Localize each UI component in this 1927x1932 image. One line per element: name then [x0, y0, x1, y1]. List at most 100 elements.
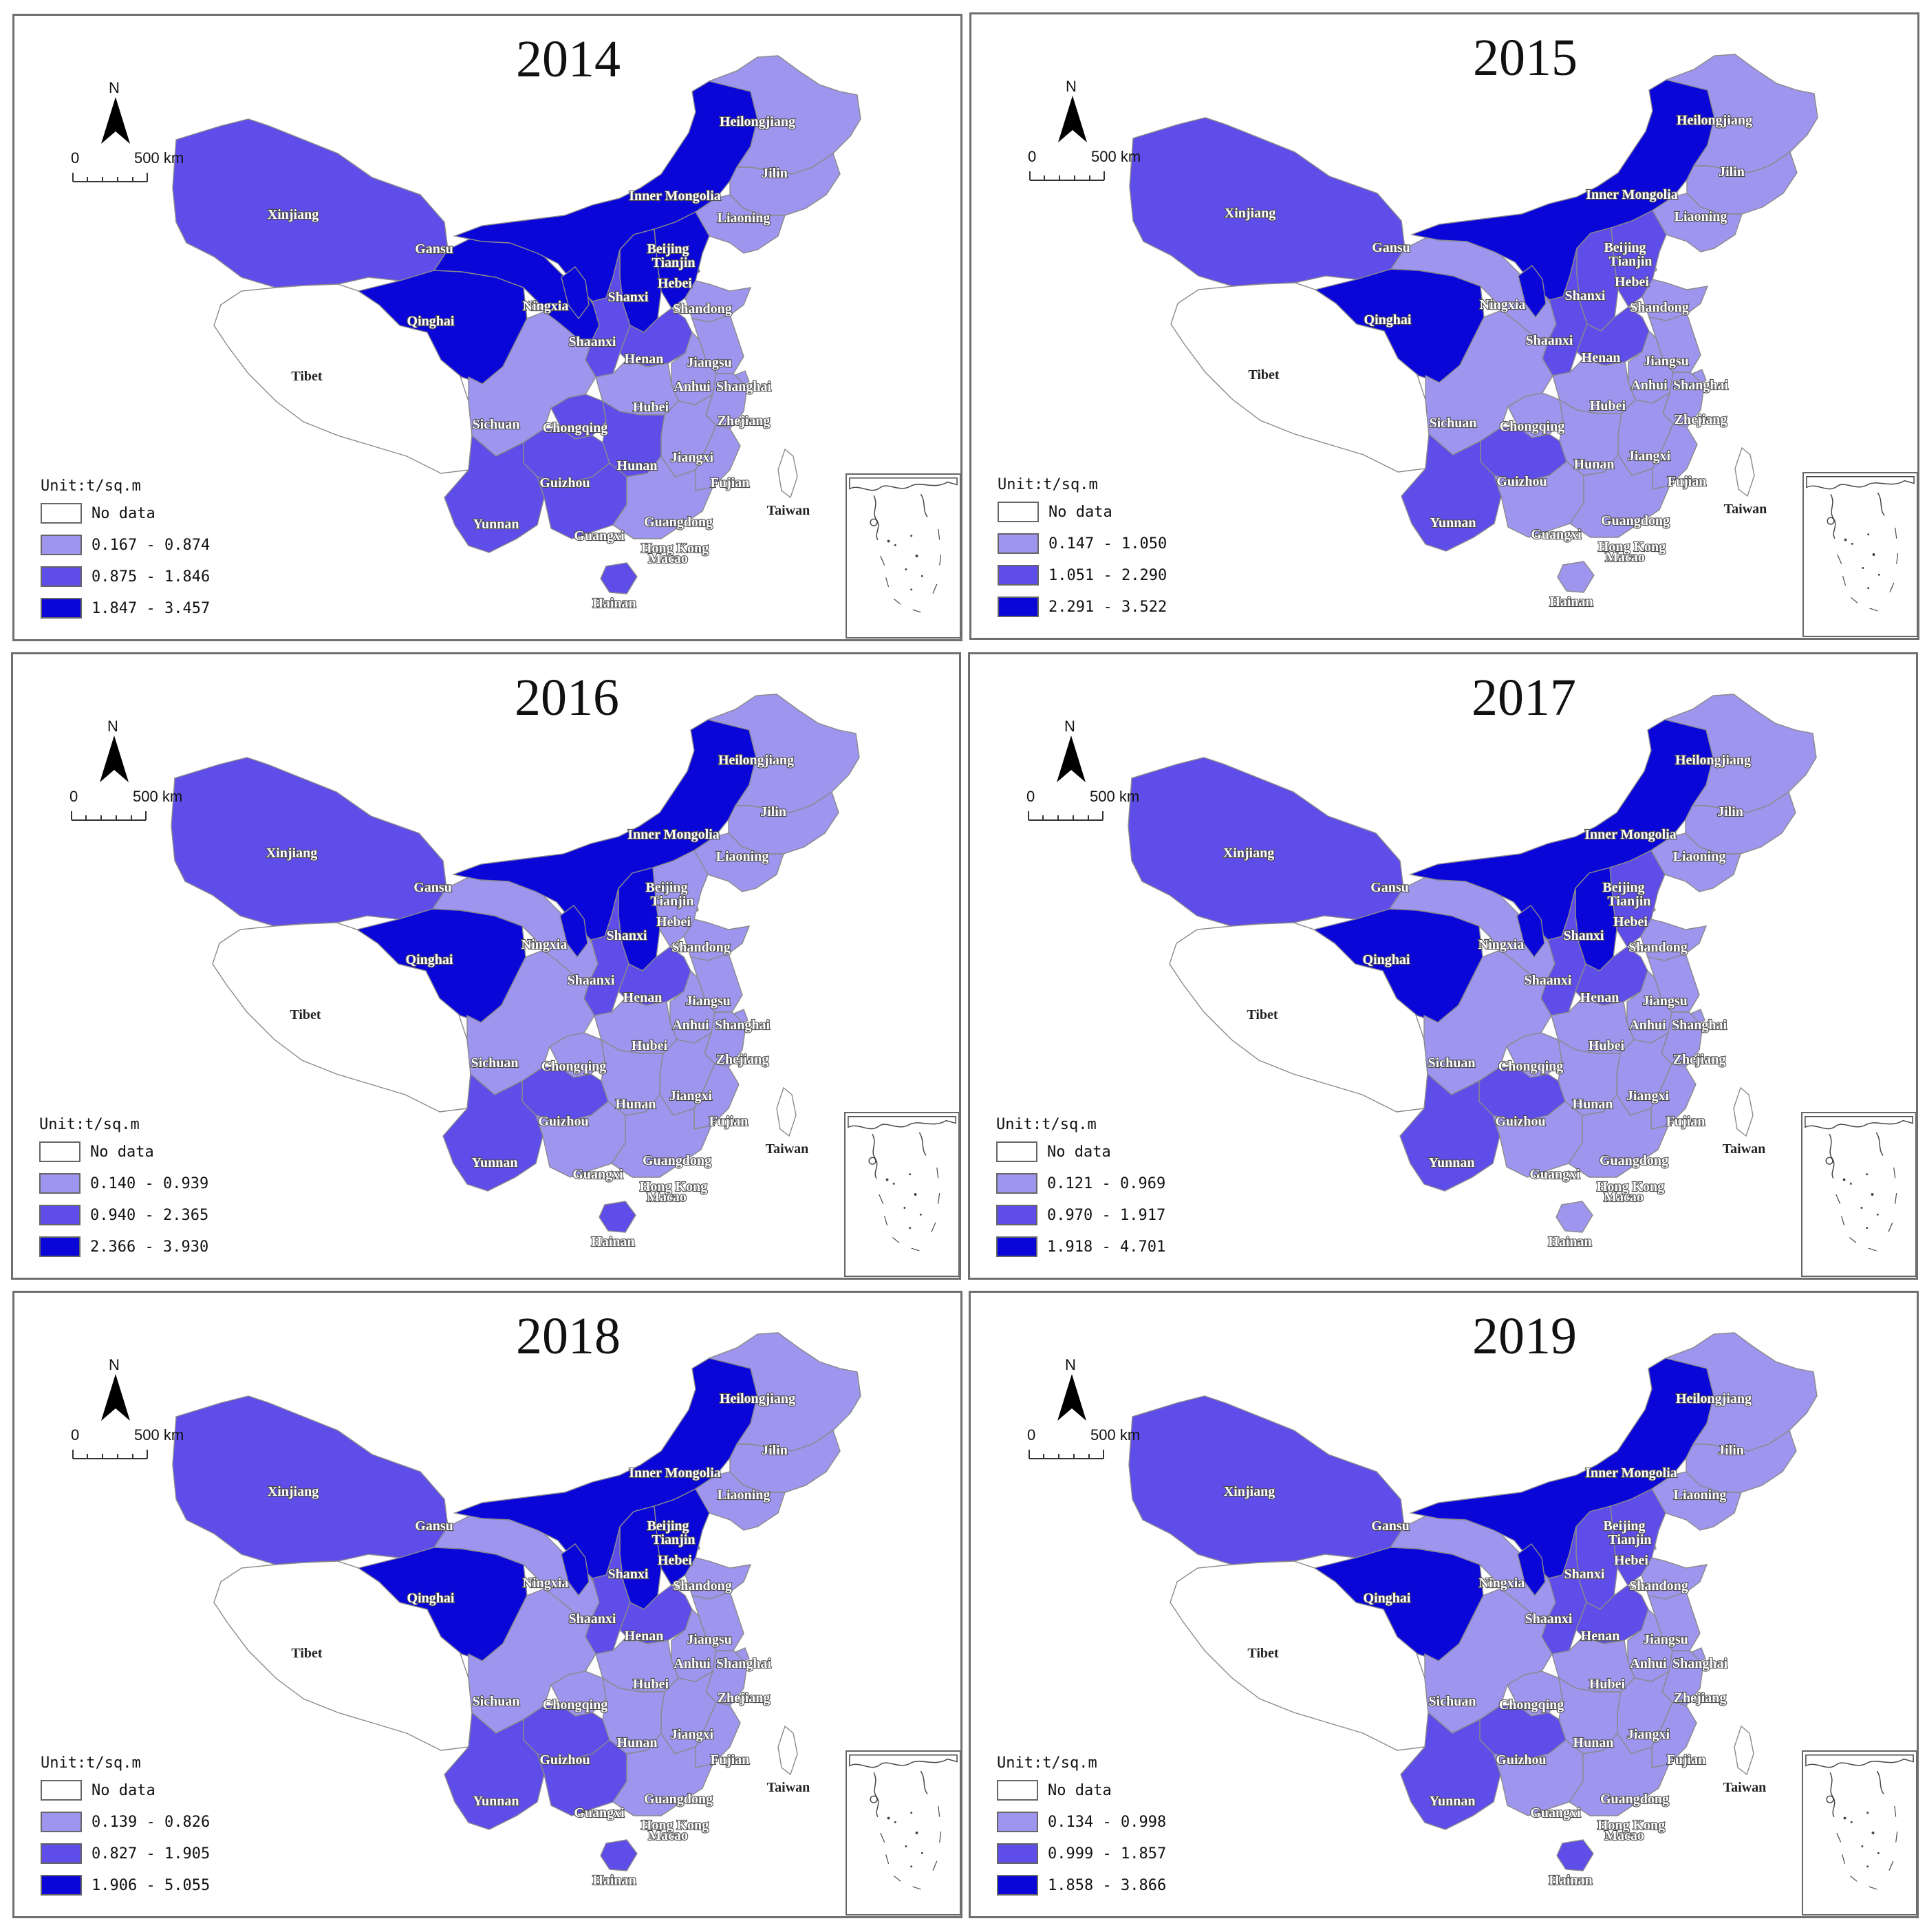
- legend-swatch: [996, 1173, 1037, 1194]
- label-heilongjiang: Heilongjiang: [720, 1391, 795, 1406]
- china-choropleth-map: Heilongjiang Jilin Liaoning Inner Mongolia X…: [1128, 694, 1817, 1250]
- label-beijing: Beijing: [647, 1518, 689, 1534]
- south-china-sea-inset: [1802, 1750, 1917, 1915]
- legend-swatch: [997, 1780, 1038, 1801]
- map-furniture: N 0 500 km: [71, 79, 202, 189]
- map-panel-2014: Heilongjiang Jilin Liaoning Inner Mongolia X…: [12, 14, 962, 641]
- legend-swatch: [41, 1875, 82, 1896]
- label-tibet: Tibet: [290, 1007, 321, 1022]
- legend-swatch: [41, 566, 82, 587]
- legend-label: No data: [91, 504, 155, 522]
- label-sichuan: Sichuan: [1430, 416, 1477, 431]
- label-shandong: Shandong: [1628, 940, 1688, 955]
- map-panel-2015: Heilongjiang Jilin Liaoning Inner Mongolia X…: [969, 12, 1919, 640]
- map-panel-2019: Heilongjiang Jilin Liaoning Inner Mongolia X…: [969, 1291, 1919, 1918]
- label-zhejiang: Zhejiang: [1673, 1052, 1726, 1067]
- legend-swatch: [41, 598, 82, 619]
- label-hubei: Hubei: [633, 1677, 669, 1692]
- year-title: 2016: [515, 669, 619, 727]
- province-liaoning: [1652, 193, 1743, 253]
- label-liaoning: Liaoning: [1675, 209, 1727, 224]
- label-hongkong: Hong Kong: [640, 1179, 707, 1194]
- legend-item-class3: 1.847 - 3.457: [41, 592, 247, 624]
- scale-bar-icon: [72, 173, 148, 182]
- inset-map-icon: [1806, 476, 1915, 612]
- province-liaoning: [695, 194, 786, 254]
- province-hainan: [1555, 1201, 1593, 1233]
- legend-label: 1.918 - 4.701: [1047, 1238, 1166, 1256]
- label-tianjin: Tianjin: [652, 1532, 696, 1547]
- legend-item-class3: 1.858 - 3.866: [997, 1869, 1203, 1901]
- label-liaoning: Liaoning: [718, 1488, 771, 1503]
- label-guangxi: Guangxi: [572, 1167, 623, 1182]
- label-ningxia: Ningxia: [523, 299, 569, 314]
- scale-bar-icon: [1028, 811, 1104, 821]
- south-china-sea-inset: [846, 1750, 960, 1915]
- label-hunan: Hunan: [617, 1735, 658, 1750]
- province-hainan: [600, 1839, 638, 1871]
- label-hunan: Hunan: [617, 458, 658, 473]
- north-arrow-icon: [1058, 96, 1087, 142]
- label-hebei: Hebei: [1613, 914, 1648, 930]
- north-label: N: [109, 79, 120, 96]
- label-hainan: Hainan: [592, 1873, 636, 1888]
- label-anhui: Anhui: [674, 379, 711, 394]
- label-jiangxi: Jiangxi: [1626, 1088, 1670, 1104]
- label-xinjiang: Xinjiang: [1224, 1484, 1275, 1499]
- label-shandong: Shandong: [1630, 300, 1689, 315]
- label-hubei: Hubei: [633, 400, 669, 415]
- province-heilongjiang: [707, 55, 861, 175]
- south-china-sea-inset: [844, 1112, 959, 1277]
- label-gansu: Gansu: [413, 880, 452, 895]
- label-sichuan: Sichuan: [473, 417, 520, 432]
- province-heilongjiang: [707, 1332, 861, 1452]
- legend-label: No data: [90, 1143, 154, 1161]
- scale-bar-icon: [1029, 1450, 1104, 1459]
- label-shaanxi: Shaanxi: [569, 1611, 616, 1627]
- year-title: 2015: [1473, 29, 1578, 87]
- legend-swatch: [997, 1875, 1038, 1896]
- scale-zero-label: 0: [71, 1426, 80, 1443]
- label-guangdong: Guangdong: [644, 515, 713, 530]
- label-macao: Macao: [1605, 550, 1645, 565]
- label-zhejiang: Zhejiang: [718, 414, 771, 429]
- province-hainan: [600, 562, 638, 594]
- label-shaanxi: Shaanxi: [568, 973, 615, 988]
- label-tianjin: Tianjin: [651, 894, 694, 909]
- label-guizhou: Guizhou: [1495, 1114, 1545, 1129]
- province-taiwan: [1733, 1086, 1754, 1137]
- label-anhui: Anhui: [1629, 1018, 1666, 1033]
- label-heilongjiang: Heilongjiang: [1676, 1391, 1752, 1406]
- label-qinghai: Qinghai: [406, 952, 453, 967]
- label-heilongjiang: Heilongjiang: [718, 753, 794, 768]
- province-ningxia: [1518, 265, 1547, 319]
- label-xinjiang: Xinjiang: [268, 1484, 319, 1499]
- label-chongqing: Chongqing: [543, 1697, 608, 1713]
- province-liaoning: [1650, 833, 1741, 892]
- legend-item-class3: 1.918 - 4.701: [996, 1231, 1203, 1263]
- north-label: N: [1064, 718, 1075, 735]
- inset-map-icon: [848, 1116, 956, 1252]
- label-jilin: Jilin: [1719, 164, 1745, 180]
- label-shanghai: Shanghai: [1672, 1656, 1727, 1671]
- label-sichuan: Sichuan: [473, 1694, 520, 1709]
- province-yunnan: [1399, 1073, 1500, 1192]
- label-zhejiang: Zhejiang: [716, 1052, 769, 1067]
- label-gansu: Gansu: [415, 1518, 453, 1534]
- legend-item-no-data: No data: [41, 497, 247, 529]
- south-china-sea-inset: [1802, 472, 1917, 637]
- label-guangxi: Guangxi: [574, 1805, 625, 1821]
- map-furniture: N 0 500 km: [69, 718, 200, 828]
- legend-label: 1.847 - 3.457: [91, 599, 211, 617]
- legend: Unit:t/sq.m No data 0.139 - 0.826 0.827 …: [41, 1752, 247, 1901]
- label-heilongjiang: Heilongjiang: [1675, 753, 1751, 768]
- province-xinjiang: [172, 118, 449, 288]
- label-heilongjiang: Heilongjiang: [1677, 113, 1752, 128]
- label-guizhou: Guizhou: [539, 475, 590, 491]
- legend-item-no-data: No data: [997, 1774, 1203, 1806]
- label-innermongolia: Inner Mongolia: [1584, 827, 1677, 842]
- label-fujian: Fujian: [709, 1114, 749, 1129]
- province-guangdong: [1568, 1093, 1670, 1178]
- label-hainan: Hainan: [1549, 594, 1593, 610]
- label-macao: Macao: [648, 551, 688, 566]
